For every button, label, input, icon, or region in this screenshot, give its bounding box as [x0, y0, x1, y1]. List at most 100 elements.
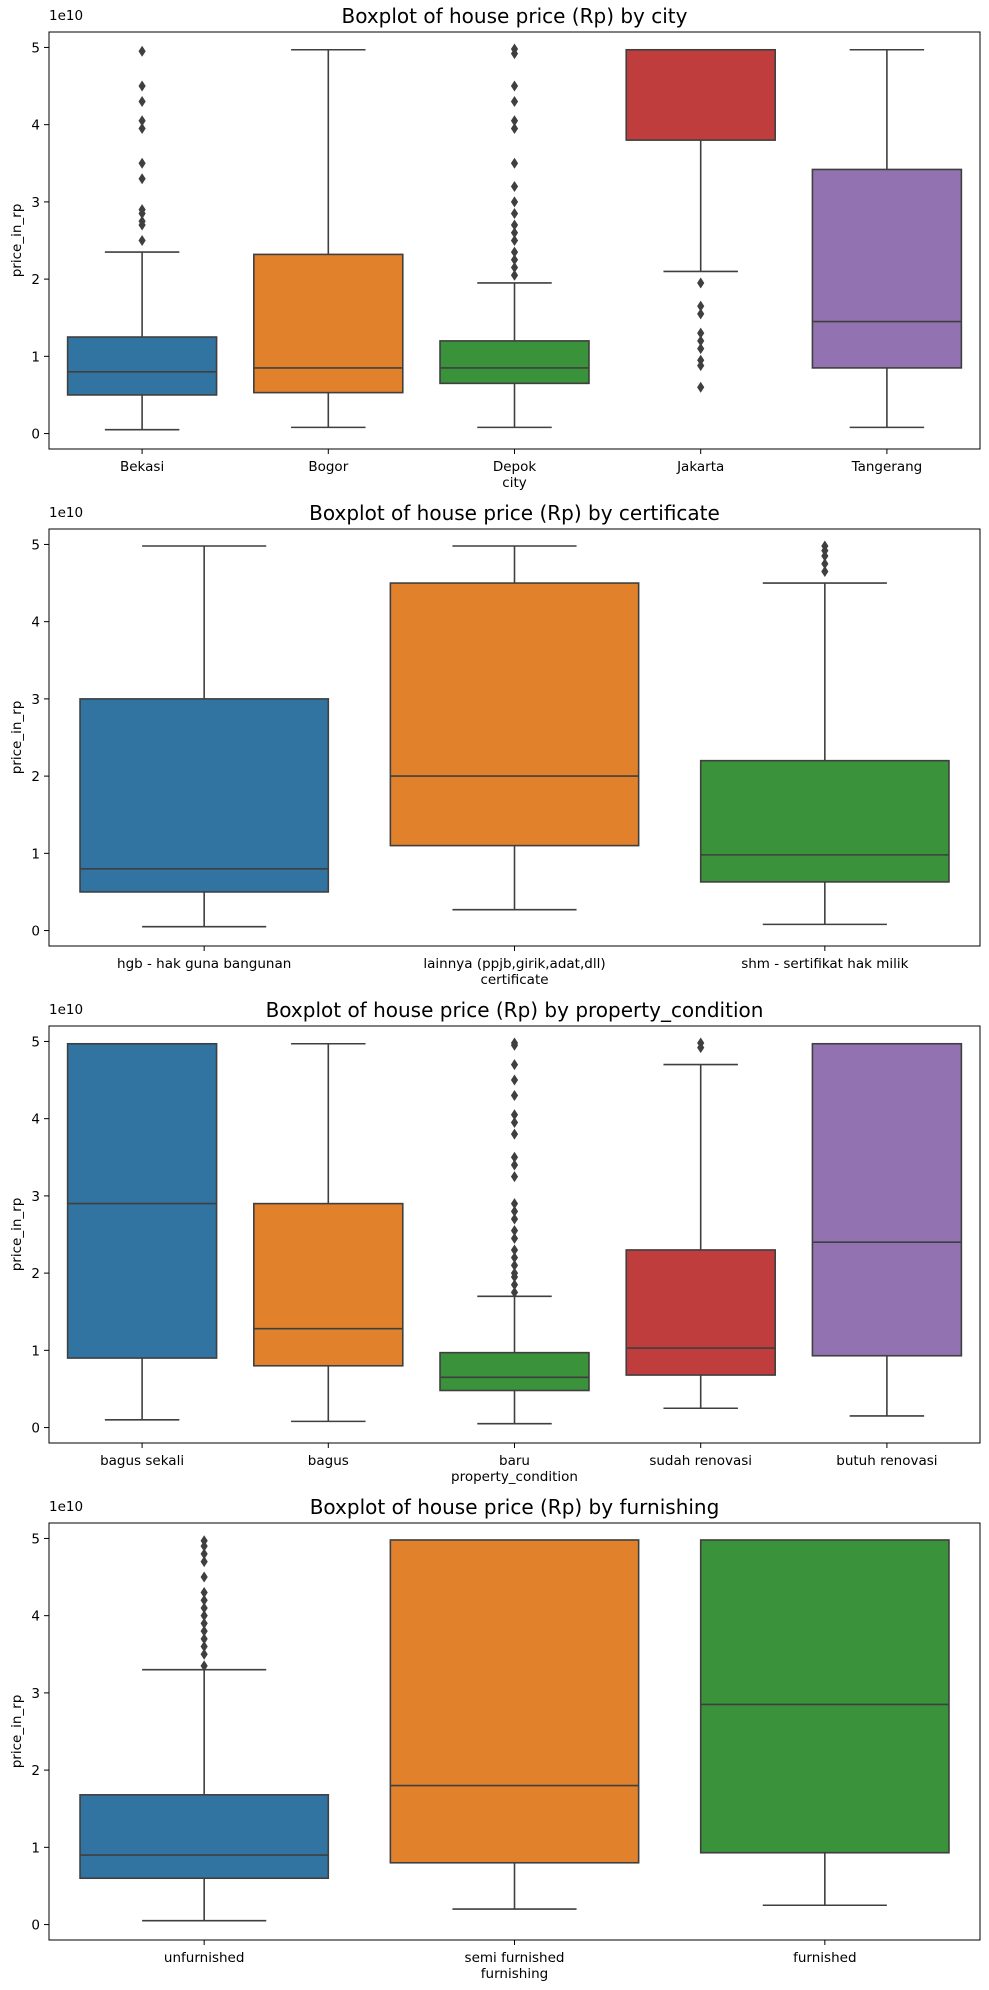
- y-tick-label: 4: [31, 1112, 40, 1128]
- x-tick-label: semi furnished: [465, 1950, 565, 1966]
- x-axis-label: property_condition: [451, 1469, 578, 1485]
- outlier-point: [697, 360, 705, 372]
- x-tick-label: shm - sertifikat hak milik: [741, 956, 908, 972]
- outlier-point: [200, 1660, 208, 1672]
- outlier-point: [200, 1610, 208, 1622]
- outlier-point: [138, 215, 146, 227]
- outlier-point: [200, 1602, 208, 1614]
- x-tick-label: bagus sekali: [100, 1453, 184, 1469]
- outlier-point: [510, 1259, 519, 1271]
- outlier-point: [697, 277, 705, 289]
- x-tick-label: Tangerang: [851, 459, 923, 475]
- axes-frame: [48, 528, 981, 947]
- y-tick-label: 0: [31, 427, 40, 443]
- outlier-point: [200, 1648, 208, 1660]
- box-bekasi: [66, 45, 218, 431]
- outlier-point: [200, 1625, 208, 1637]
- box-lainnya-ppjb-girik-adat-dll-: [389, 545, 640, 911]
- box-bogor: [253, 48, 404, 429]
- outlier-point: [200, 1617, 208, 1629]
- outlier-point: [138, 96, 146, 107]
- box-unfurnished: [79, 1535, 330, 1922]
- outlier-point: [510, 1128, 519, 1140]
- chart-title: Boxplot of house price (Rp) by city: [342, 4, 688, 28]
- outlier-point: [821, 565, 829, 577]
- outlier-point: [200, 1535, 208, 1547]
- outlier-point: [510, 1279, 519, 1291]
- chart-panel-2: Boxplot of house price (Rp) by certifica…: [9, 501, 981, 988]
- y-tick-label: 2: [31, 769, 40, 785]
- x-tick-label: Depok: [493, 459, 537, 475]
- outlier-point: [510, 1109, 519, 1121]
- y-tick-label: 3: [31, 1686, 40, 1702]
- outlier-point: [510, 1159, 519, 1171]
- y-offset-label: 1e10: [49, 8, 83, 24]
- y-tick-label: 1: [31, 1840, 40, 1856]
- outlier-point: [510, 43, 519, 55]
- y-tick-label: 0: [31, 1421, 40, 1437]
- outlier-point: [697, 327, 705, 339]
- y-tick-label: 5: [31, 1531, 40, 1547]
- y-tick-label: 2: [31, 1763, 40, 1779]
- box-jakarta: [625, 48, 776, 393]
- y-axis-label: price_in_rp: [9, 1198, 25, 1272]
- box-shm-sertifikat-hak-milik: [699, 540, 950, 926]
- iqr-box: [625, 48, 776, 141]
- outlier-point: [138, 80, 146, 92]
- outlier-point: [138, 235, 146, 246]
- y-offset-label: 1e10: [49, 1499, 83, 1515]
- outlier-point: [138, 157, 146, 169]
- outlier-point: [510, 219, 519, 231]
- iqr-box: [439, 1351, 590, 1392]
- outlier-point: [510, 96, 519, 107]
- box-semi-furnished: [389, 1539, 640, 1910]
- axes-frame: [48, 1522, 981, 1941]
- x-tick-label: butuh renovasi: [836, 1453, 937, 1469]
- y-tick-label: 3: [31, 692, 40, 708]
- outlier-point: [510, 123, 519, 135]
- y-tick-label: 1: [31, 1343, 40, 1359]
- box-baru: [439, 1037, 590, 1425]
- outlier-point: [510, 157, 519, 169]
- y-tick-label: 5: [31, 1034, 40, 1050]
- iqr-box: [699, 1539, 950, 1854]
- y-axis-label: price_in_rp: [9, 204, 25, 278]
- x-axis-label: furnishing: [481, 1966, 548, 1982]
- outlier-point: [510, 235, 519, 246]
- outlier-point: [200, 1587, 208, 1598]
- x-tick-label: lainnya (ppjb,girik,adat,dll): [423, 956, 605, 972]
- outlier-point: [697, 308, 705, 320]
- box-bagus: [253, 1042, 404, 1423]
- iqr-box: [79, 1794, 330, 1880]
- x-tick-label: baru: [499, 1453, 530, 1469]
- outlier-point: [510, 1117, 519, 1129]
- x-tick-label: furnished: [793, 1950, 856, 1966]
- x-tick-label: hgb - hak guna bangunan: [117, 956, 291, 972]
- iqr-box: [66, 336, 218, 396]
- iqr-box: [625, 1249, 776, 1376]
- outlier-point: [510, 180, 519, 192]
- outlier-point: [510, 1213, 519, 1225]
- outlier-point: [138, 115, 146, 127]
- y-tick-label: 4: [31, 1609, 40, 1625]
- outlier-point: [138, 173, 146, 185]
- box-tangerang: [811, 48, 963, 429]
- iqr-box: [79, 698, 330, 893]
- box-sudah-renovasi: [625, 1037, 776, 1410]
- outlier-point: [138, 204, 146, 216]
- outlier-point: [200, 1594, 208, 1606]
- outlier-point: [510, 1267, 519, 1279]
- iqr-box: [811, 1042, 963, 1357]
- outlier-point: [510, 1151, 519, 1163]
- box-butuh-renovasi: [811, 1042, 963, 1417]
- outlier-point: [510, 80, 519, 92]
- iqr-box: [439, 340, 590, 385]
- box-depok: [439, 43, 590, 429]
- box-hgb-hak-guna-bangunan: [79, 545, 330, 928]
- axes-frame: [48, 31, 981, 450]
- outlier-point: [510, 1232, 519, 1244]
- outlier-point: [510, 1225, 519, 1237]
- outlier-point: [697, 343, 705, 355]
- outlier-point: [510, 254, 519, 266]
- outlier-point: [510, 1090, 519, 1101]
